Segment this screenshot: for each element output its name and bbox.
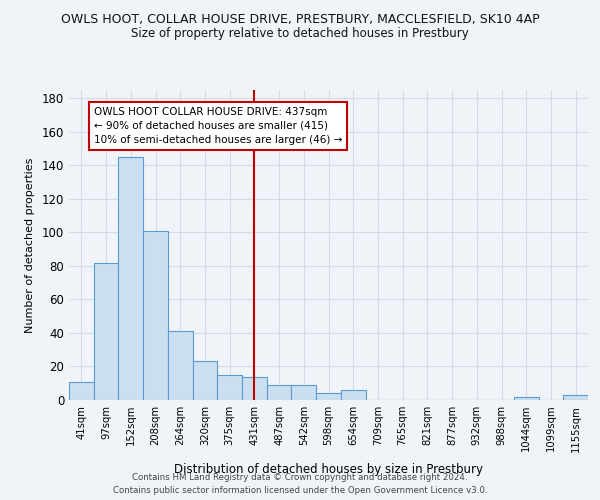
- Bar: [118, 157, 143, 400]
- Text: OWLS HOOT, COLLAR HOUSE DRIVE, PRESTBURY, MACCLESFIELD, SK10 4AP: OWLS HOOT, COLLAR HOUSE DRIVE, PRESTBURY…: [61, 12, 539, 26]
- Bar: [341, 390, 365, 400]
- Text: OWLS HOOT COLLAR HOUSE DRIVE: 437sqm
← 90% of detached houses are smaller (415)
: OWLS HOOT COLLAR HOUSE DRIVE: 437sqm ← 9…: [94, 107, 342, 145]
- Text: Contains public sector information licensed under the Open Government Licence v3: Contains public sector information licen…: [113, 486, 487, 495]
- Bar: [267, 385, 292, 400]
- Bar: [316, 394, 341, 400]
- X-axis label: Distribution of detached houses by size in Prestbury: Distribution of detached houses by size …: [174, 462, 483, 475]
- Bar: [514, 396, 539, 400]
- Bar: [193, 362, 217, 400]
- Bar: [94, 262, 118, 400]
- Bar: [168, 332, 193, 400]
- Text: Contains HM Land Registry data © Crown copyright and database right 2024.: Contains HM Land Registry data © Crown c…: [132, 474, 468, 482]
- Bar: [292, 385, 316, 400]
- Bar: [563, 395, 588, 400]
- Bar: [143, 231, 168, 400]
- Bar: [217, 375, 242, 400]
- Text: Size of property relative to detached houses in Prestbury: Size of property relative to detached ho…: [131, 28, 469, 40]
- Y-axis label: Number of detached properties: Number of detached properties: [25, 158, 35, 332]
- Bar: [69, 382, 94, 400]
- Bar: [242, 376, 267, 400]
